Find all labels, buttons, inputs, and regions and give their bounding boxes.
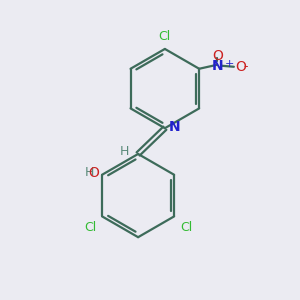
Text: N: N: [169, 120, 180, 134]
Text: +: +: [225, 59, 234, 69]
Text: Cl: Cl: [84, 221, 96, 234]
Text: -: -: [244, 60, 248, 73]
Text: H: H: [120, 146, 129, 158]
Text: O: O: [235, 60, 246, 74]
Text: Cl: Cl: [159, 30, 171, 43]
Text: O: O: [88, 166, 99, 180]
Text: N: N: [212, 59, 224, 73]
Text: Cl: Cl: [180, 221, 192, 234]
Text: H: H: [85, 166, 94, 179]
Text: O: O: [213, 49, 224, 63]
